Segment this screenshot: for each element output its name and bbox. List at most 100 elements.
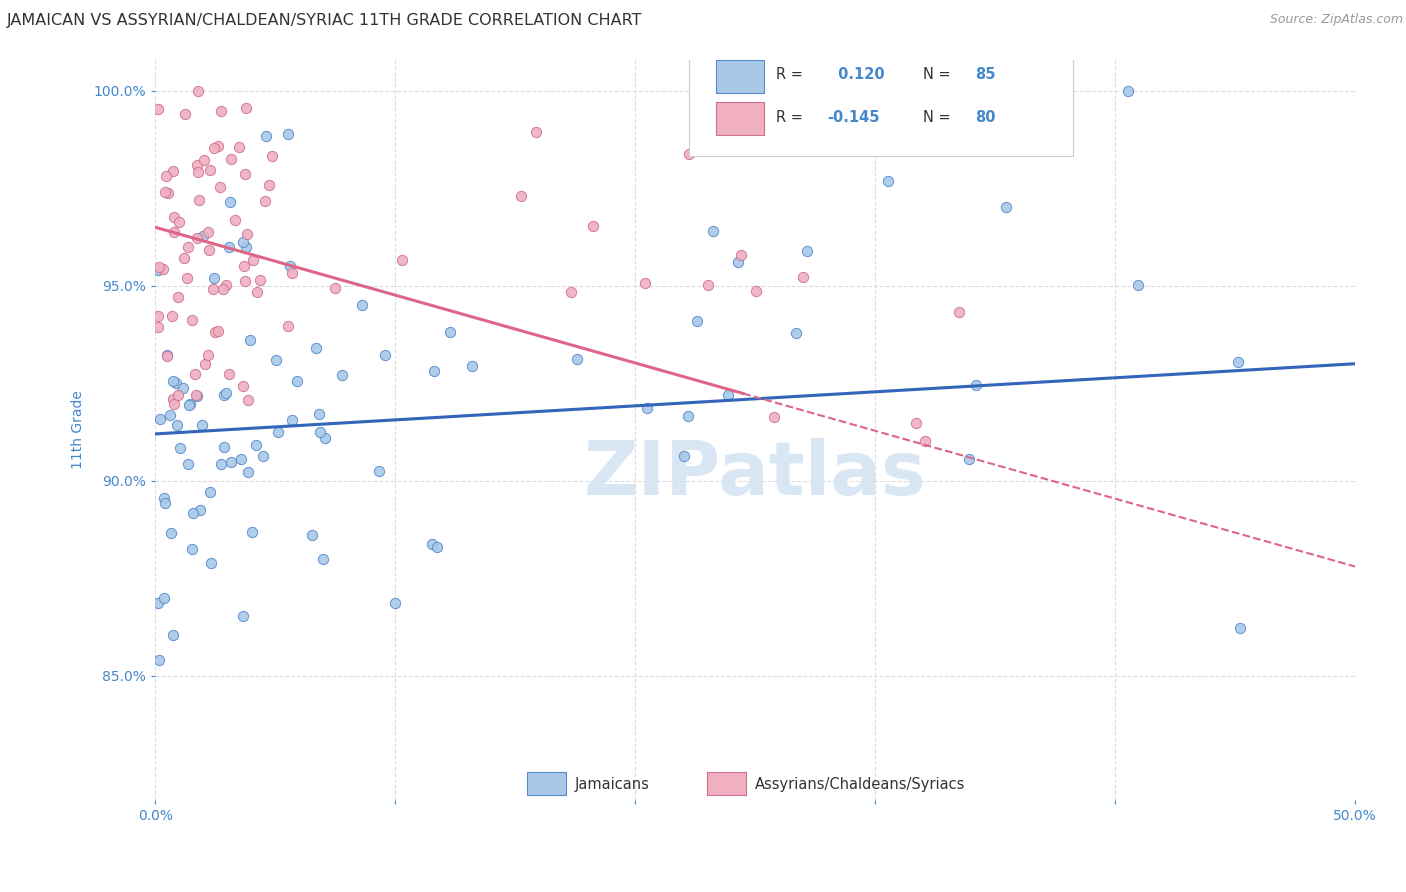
Point [236,227,259,241]
Point [162,627,184,641]
Point [236,465,259,479]
Point [146,596,169,610]
Point [181,506,204,520]
Point [235,102,257,116]
Point [277,127,299,141]
Point [374,348,396,362]
Point [166,417,188,432]
Point [214,388,236,402]
Text: R =: R = [776,110,807,125]
Text: N =: N = [924,67,955,82]
Point [200,556,222,570]
Point [350,297,373,311]
Point [228,139,250,153]
Point [948,305,970,319]
Point [957,451,980,466]
Point [179,396,201,410]
Point [149,412,172,426]
Point [211,457,233,471]
Text: 85: 85 [974,67,995,82]
Point [146,262,169,277]
Text: ZIPatlas: ZIPatlas [583,438,927,511]
Point [176,271,198,285]
Point [148,260,170,275]
Point [877,173,900,187]
Point [1116,84,1139,98]
Text: JAMAICAN VS ASSYRIAN/CHALDEAN/SYRIAC 11TH GRADE CORRELATION CHART: JAMAICAN VS ASSYRIAN/CHALDEAN/SYRIAC 11T… [7,13,643,29]
Point [191,228,214,243]
Point [460,359,482,373]
Point [236,392,259,407]
Point [202,141,225,155]
Point [384,596,406,610]
Point [202,271,225,285]
Point [727,255,749,269]
Point [198,244,221,258]
Point [1229,621,1251,635]
Text: Source: ZipAtlas.com: Source: ZipAtlas.com [1270,13,1403,27]
Point [1126,278,1149,293]
Point [281,413,304,427]
Point [422,537,444,551]
Point [232,609,254,624]
Text: Jamaicans: Jamaicans [575,777,650,792]
Point [966,378,988,392]
Point [235,167,257,181]
Point [173,251,195,265]
Point [763,409,786,424]
Point [796,244,818,258]
Point [285,374,308,388]
Point [905,417,928,431]
Point [995,200,1018,214]
Text: -0.145: -0.145 [827,110,880,125]
Point [159,409,181,423]
Point [186,231,208,245]
Point [262,149,284,163]
Point [207,138,229,153]
Point [146,102,169,116]
Point [162,397,184,411]
Point [215,277,238,292]
Point [224,212,246,227]
Point [167,290,190,304]
Point [157,186,180,200]
Point [169,441,191,455]
Point [188,193,211,207]
Point [697,277,720,292]
Point [198,162,221,177]
Point [730,247,752,261]
Point [422,363,444,377]
Point [792,269,814,284]
Point [165,376,187,391]
Point [153,591,176,605]
Text: 80: 80 [974,110,995,125]
Point [672,449,695,463]
Point [202,283,225,297]
Point [209,103,232,118]
Point [218,240,240,254]
Point [156,349,179,363]
Point [560,285,582,299]
Text: N =: N = [924,110,955,125]
Point [636,401,658,415]
Point [785,326,807,341]
Point [267,425,290,439]
Point [312,551,335,566]
Point [245,438,267,452]
Point [197,348,219,362]
Point [193,153,215,167]
FancyBboxPatch shape [707,772,745,795]
Point [163,226,186,240]
Y-axis label: 11th Grade: 11th Grade [72,391,86,469]
FancyBboxPatch shape [527,772,565,795]
Point [368,464,391,478]
Point [240,524,263,539]
Point [174,106,197,120]
Point [208,180,231,194]
Point [177,240,200,254]
Point [198,485,221,500]
Point [160,309,183,323]
Point [232,259,254,273]
Point [186,158,208,172]
Point [425,540,447,554]
